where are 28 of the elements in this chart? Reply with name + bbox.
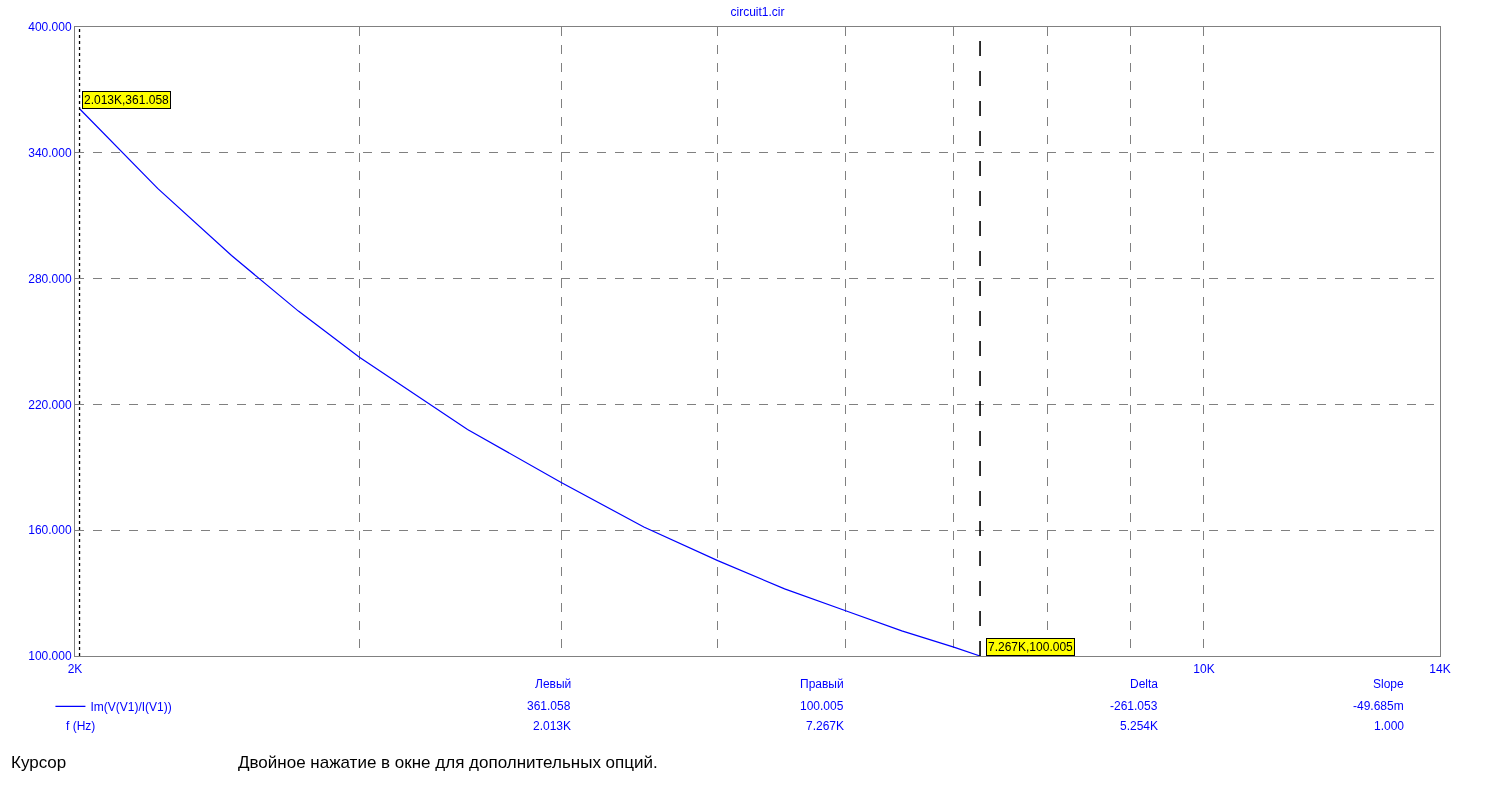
text: Курсор xyxy=(11,753,67,772)
y-tick-label: 340.000 xyxy=(28,146,72,160)
annotation: 7.267K,100.005 xyxy=(988,640,1074,654)
text: -261.053 xyxy=(1110,699,1158,713)
text: 5.254K xyxy=(1120,719,1159,733)
y-tick-label: 280.000 xyxy=(28,271,72,286)
x-tick-label: 10K xyxy=(1193,662,1215,677)
text: 1.000 xyxy=(1374,719,1405,733)
y-tick-label: 100.000 xyxy=(28,649,72,664)
x-tick-label: 2K xyxy=(67,662,83,677)
text: Правый xyxy=(800,677,844,691)
text: 361.058 xyxy=(527,699,571,713)
x-axis-title: f (Hz) xyxy=(66,719,96,733)
x-tick-label: 14K xyxy=(1429,662,1451,677)
y-tick-label: 160.000 xyxy=(28,523,72,538)
y-tick-label: 400.000 xyxy=(28,20,72,35)
text: 100.005 xyxy=(800,699,844,713)
annotation: 2.013K,361.058 xyxy=(84,93,170,107)
y-tick-label: 220.000 xyxy=(28,397,72,412)
text: 2.013K xyxy=(533,719,572,733)
text: Slope xyxy=(1373,677,1405,691)
text: 7.267K xyxy=(806,719,845,733)
text: Двойное нажатие в окне для дополнительных опций. xyxy=(238,753,658,772)
legend-label: Im(V(V1)/I(V1)) xyxy=(90,700,172,714)
text: Левый xyxy=(535,677,572,691)
chart-title: circuit1.cir xyxy=(730,5,785,20)
text: -49.685m xyxy=(1353,699,1404,713)
text: Delta xyxy=(1130,677,1159,691)
